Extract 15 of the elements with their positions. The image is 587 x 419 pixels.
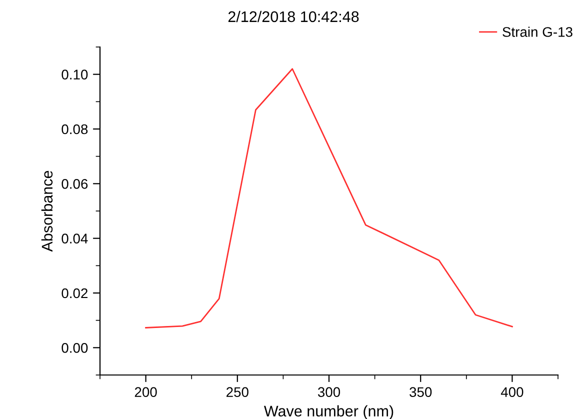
y-tick-label: 0.00	[62, 343, 88, 353]
x-tick-label: 300	[318, 387, 340, 398]
chart-title: 2/12/2018 10:42:48	[228, 10, 359, 22]
y-tick-label: 0.02	[62, 288, 88, 298]
x-tick-label: 350	[410, 387, 432, 398]
x-tick-label: 250	[226, 387, 248, 398]
line-series	[145, 68, 513, 328]
legend-label: Strain G-13	[502, 26, 572, 37]
x-tick-label: 400	[500, 387, 524, 398]
x-tick-label: 200	[134, 387, 157, 398]
y-tick-label: 0.04	[62, 234, 88, 244]
y-axis-title: Absorbance	[41, 170, 53, 252]
y-tick-label: 0.08	[62, 124, 88, 134]
y-tick-label: 0.06	[62, 179, 88, 189]
y-tick-label: 0.10	[62, 70, 88, 80]
